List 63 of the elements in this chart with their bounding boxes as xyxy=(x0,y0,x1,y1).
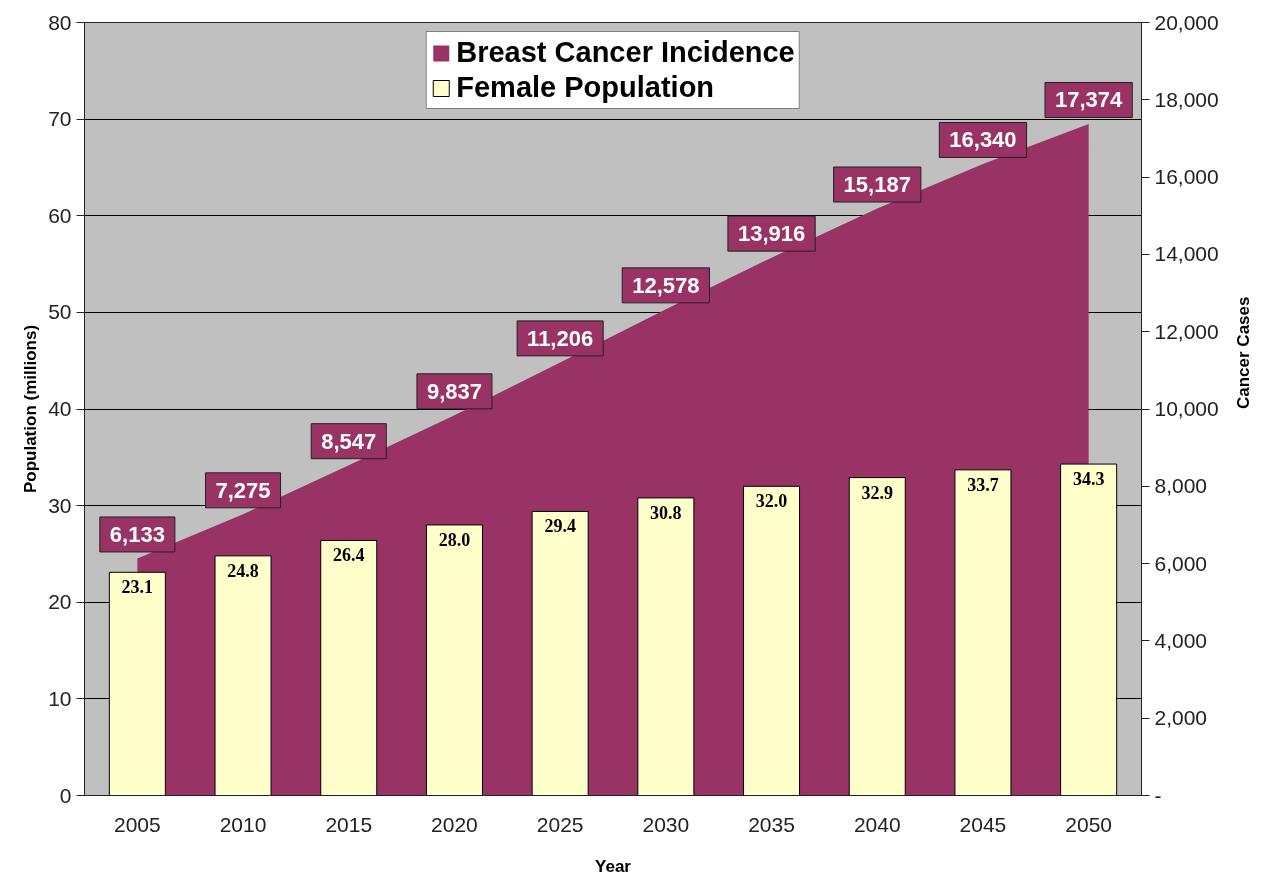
y2-tick-label: 16,000 xyxy=(1154,165,1219,189)
y2-tick-label: 12,000 xyxy=(1154,319,1219,343)
y-tick-label: 70 xyxy=(48,107,72,131)
data-label: 24.8 xyxy=(227,560,259,581)
y-tick-label: 50 xyxy=(48,300,72,324)
x-tick-label: 2010 xyxy=(219,812,267,836)
x-tick-label: 2035 xyxy=(748,812,795,836)
data-label: 15,187 xyxy=(843,172,911,198)
y-tick-label: 60 xyxy=(48,203,72,227)
x-tick-label: 2015 xyxy=(325,812,373,836)
y2-axis-title: Cancer Cases xyxy=(1234,296,1254,409)
legend-label: Female Population xyxy=(456,71,715,104)
legend-label: Breast Cancer Incidence xyxy=(456,36,795,69)
x-tick-label: 2030 xyxy=(642,812,690,836)
data-label: 23.1 xyxy=(121,577,154,598)
x-axis-title: Year xyxy=(595,856,632,876)
x-tick-label: 2020 xyxy=(431,812,478,836)
y-axis-title: Population (millions) xyxy=(21,324,41,494)
y2-tick-label: 10,000 xyxy=(1154,397,1219,420)
bar xyxy=(320,539,378,796)
data-label: 34.3 xyxy=(1072,469,1105,490)
data-label: 11,206 xyxy=(527,325,594,351)
bar xyxy=(531,510,589,796)
x-tick-label: 2045 xyxy=(959,812,1007,836)
y-tick-label: 10 xyxy=(48,686,72,710)
data-label: 9,837 xyxy=(426,378,482,404)
data-label: 33.7 xyxy=(967,474,999,495)
y2-tick-label: 2,000 xyxy=(1154,706,1208,730)
data-label: 26.4 xyxy=(333,545,365,566)
y2-tick-label: - xyxy=(1154,783,1162,807)
bar xyxy=(848,477,906,796)
bar xyxy=(743,485,801,796)
data-label: 12,578 xyxy=(632,272,700,298)
data-label: 28.0 xyxy=(438,529,471,550)
data-label: 7,275 xyxy=(215,477,271,503)
bar xyxy=(954,469,1012,796)
data-label: 6,133 xyxy=(109,521,165,547)
data-label: 29.4 xyxy=(544,516,576,537)
y-tick-label: 20 xyxy=(48,590,72,614)
y2-tick-label: 4,000 xyxy=(1154,628,1208,652)
data-label: 8,547 xyxy=(321,428,377,454)
data-label: 13,916 xyxy=(737,221,806,247)
bar xyxy=(214,555,272,796)
x-tick-label: 2005 xyxy=(113,812,161,836)
data-label: 30.8 xyxy=(650,502,682,523)
y-tick-label: 0 xyxy=(59,783,72,807)
y-tick-label: 30 xyxy=(48,493,72,517)
bar xyxy=(637,497,695,796)
y2-tick-label: 20,000 xyxy=(1154,10,1219,34)
x-tick-label: 2040 xyxy=(853,812,901,836)
y2-tick-label: 6,000 xyxy=(1154,551,1208,575)
data-label: 32.0 xyxy=(755,491,788,512)
y-tick-label: 40 xyxy=(48,397,72,420)
y2-tick-label: 18,000 xyxy=(1154,87,1219,111)
y-tick-label: 80 xyxy=(48,10,72,34)
x-tick-label: 2025 xyxy=(536,812,584,836)
x-tick-label: 2050 xyxy=(1065,812,1113,836)
data-label: 32.9 xyxy=(861,482,893,503)
y2-tick-label: 8,000 xyxy=(1154,474,1208,498)
data-label: 17,374 xyxy=(1055,87,1124,113)
data-label: 16,340 xyxy=(949,127,1017,153)
bar xyxy=(425,524,483,796)
y2-tick-label: 14,000 xyxy=(1154,242,1219,266)
